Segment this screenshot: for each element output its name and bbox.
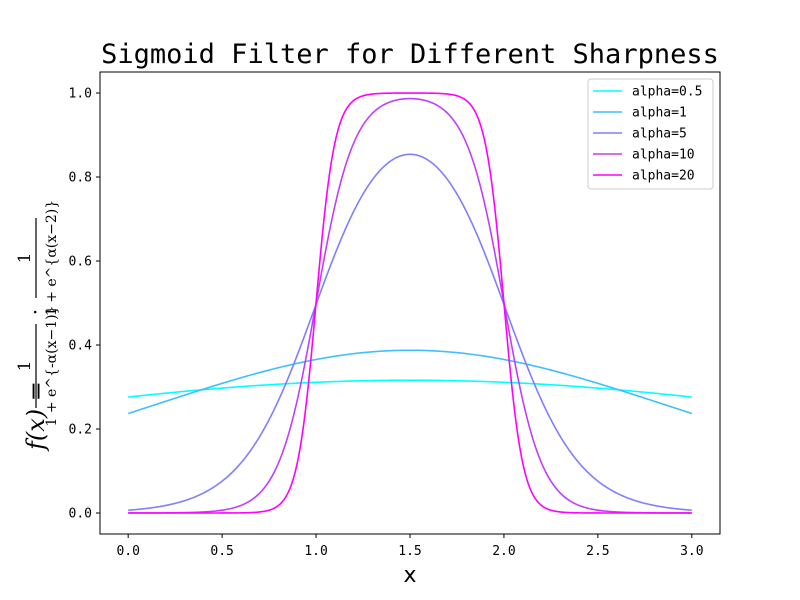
y-label-frac2-num: 1 xyxy=(15,253,35,264)
y-tick-label: 0.4 xyxy=(69,339,93,354)
legend-label: alpha=0.5 xyxy=(632,85,702,100)
x-tick-label: 0.5 xyxy=(210,544,233,559)
y-tick-label: 1.0 xyxy=(69,87,92,102)
x-tick-label: 2.0 xyxy=(492,544,515,559)
legend-label: alpha=20 xyxy=(632,169,695,184)
series-line-alpha-0_5 xyxy=(128,379,692,398)
y-tick-label: 0.0 xyxy=(69,507,92,522)
series-line-alpha-5 xyxy=(128,153,692,511)
legend-box xyxy=(587,78,714,190)
chart-title: Sigmoid Filter for Different Sharpness xyxy=(101,39,719,70)
legend-label: alpha=1 xyxy=(632,106,687,121)
x-axis-label: x xyxy=(403,563,416,588)
series-lines xyxy=(127,92,693,514)
legend-label: alpha=10 xyxy=(632,148,695,163)
y-axis-label: f(x) = 1 1 + e^{-α(x−1)} · 1 1 + e^{α(x−… xyxy=(15,200,60,452)
y-label-frac1-den: 1 + e^{-α(x−1)} xyxy=(44,305,60,426)
x-tick-label: 3.0 xyxy=(680,544,703,559)
y-tick-label: 0.2 xyxy=(69,423,92,438)
series-line-alpha-10 xyxy=(128,97,692,514)
legend: alpha=0.5 alpha=1 alpha=5 alpha=10 alpha=20 xyxy=(587,78,714,190)
y-label-dot: · xyxy=(23,309,47,315)
x-tick-label: 0.0 xyxy=(116,544,139,559)
y-tick-label: 0.6 xyxy=(69,255,92,270)
x-tick-label: 2.5 xyxy=(586,544,609,559)
y-tick-label: 0.8 xyxy=(69,171,92,186)
x-tick-label: 1.0 xyxy=(304,544,327,559)
x-tick-label: 1.5 xyxy=(398,544,421,559)
legend-label: alpha=5 xyxy=(632,127,687,142)
x-axis-ticks: 0.0 0.5 1.0 1.5 2.0 2.5 3.0 xyxy=(116,534,704,559)
series-line-alpha-20 xyxy=(128,92,692,514)
y-label-frac1-num: 1 xyxy=(15,361,35,372)
y-label-frac2-den: 1 + e^{α(x−2)} xyxy=(44,200,60,316)
y-axis-ticks: 0.0 0.2 0.4 0.6 0.8 1.0 xyxy=(69,87,100,522)
series-line-alpha-1 xyxy=(127,349,693,415)
